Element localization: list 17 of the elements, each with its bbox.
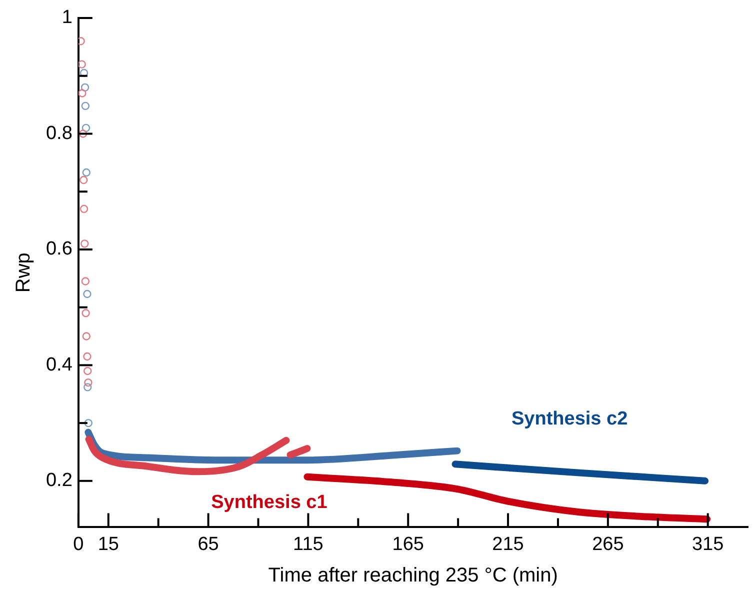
x-tick-label: 115 bbox=[293, 534, 324, 555]
x-axis-title: Time after reaching 235 °C (min) bbox=[268, 564, 558, 587]
series-label: Synthesis c1 bbox=[211, 492, 328, 514]
x-tick-label: 215 bbox=[492, 534, 524, 555]
y-axis-title: Rwp bbox=[12, 252, 35, 293]
x-tick-label: 15 bbox=[98, 534, 119, 555]
y-tick-label: 0.8 bbox=[46, 122, 72, 144]
x-tick-label: 265 bbox=[592, 534, 624, 555]
y-tick-label: 1 bbox=[62, 7, 72, 28]
x-tick-label: 0 bbox=[73, 534, 84, 555]
x-tick-label: 165 bbox=[392, 534, 424, 555]
y-tick-label: 0.6 bbox=[46, 238, 72, 260]
y-tick-label: 0.4 bbox=[46, 354, 73, 376]
x-tick-label: 315 bbox=[692, 534, 724, 555]
x-tick-label: 65 bbox=[198, 534, 219, 555]
y-tick-label: 0.2 bbox=[46, 470, 72, 492]
text: Synthesis c2 bbox=[511, 408, 628, 430]
